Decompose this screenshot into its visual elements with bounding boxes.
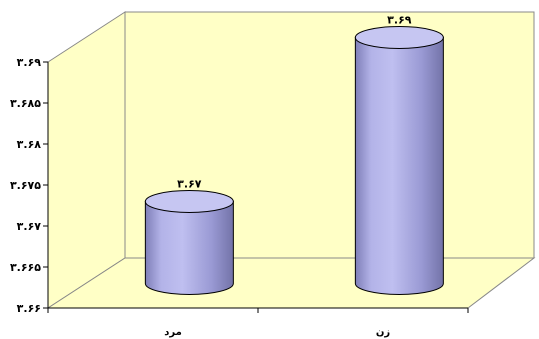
bar-body [144,201,234,295]
bars [144,26,444,295]
bar [144,190,234,295]
y-axis-ticks: ۳.۶۶ ۳.۶۶۵ ۳.۶۷ ۳.۶۷۵ ۳.۶۸ ۳.۶۸۵ ۳.۶۹ [10,56,48,315]
category-labels: مرد زن [164,327,390,338]
data-labels: ۳.۶۷ ۳.۶۹ [177,14,412,191]
y-tick-label: ۳.۶۸۵ [10,97,41,110]
bar-top-cap [144,190,234,213]
data-label: ۳.۶۹ [387,14,412,27]
chart-floor [46,257,536,309]
y-tick-label: ۳.۶۷۵ [10,179,41,192]
y-tick-label: ۳.۶۸ [17,138,42,151]
bar [354,26,444,295]
x-axis-ticks [47,308,469,313]
y-tick-label: ۳.۶۹ [17,56,42,69]
y-tick-label: ۳.۶۷ [17,220,42,233]
category-label: مرد [164,327,182,338]
y-tick-label: ۳.۶۶ [17,302,41,315]
data-label: ۳.۶۷ [177,178,202,191]
category-label: زن [376,327,391,338]
y-tick-label: ۳.۶۶۵ [10,261,41,274]
bar-top-cap [354,26,444,49]
bar-body [354,37,444,295]
chart-side-wall [47,11,126,309]
